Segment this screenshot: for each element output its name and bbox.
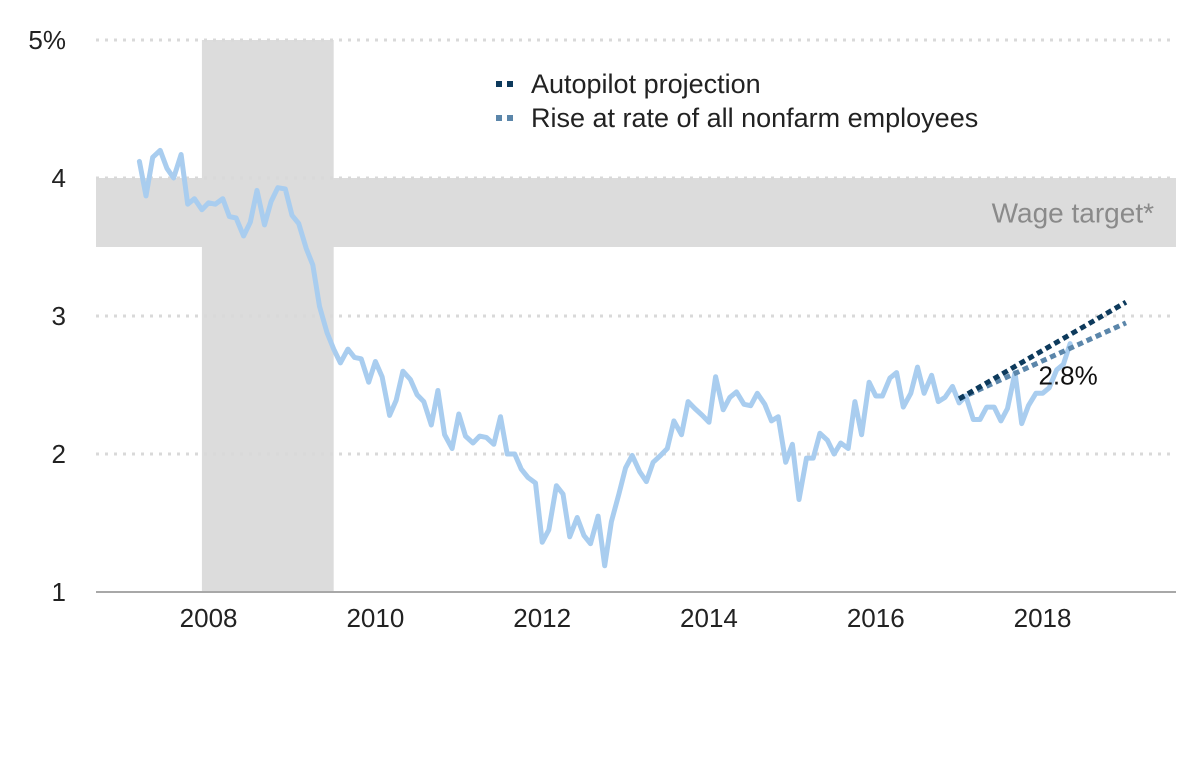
x-tick-label: 2008 <box>180 603 238 633</box>
y-tick-label: 2 <box>52 439 66 469</box>
y-tick-label: 3 <box>52 301 66 331</box>
series-line-nonfarm-rate <box>958 320 1127 402</box>
wage-target-band-label-group: Wage target* <box>992 198 1154 229</box>
x-tick-label: 2010 <box>346 603 404 633</box>
x-tick-label: 2016 <box>847 603 905 633</box>
gridlines <box>96 38 1176 456</box>
y-tick-label: 4 <box>52 163 66 193</box>
legend-label-nonfarm: Rise at rate of all nonfarm employees <box>531 103 978 133</box>
y-tick-label: 5% <box>28 25 66 55</box>
legend: Autopilot projection Rise at rate of all… <box>496 69 978 133</box>
x-tick-label: 2018 <box>1014 603 1072 633</box>
axes: 5% 4 3 2 1 2008 2010 2012 2014 2016 2018 <box>28 25 1176 633</box>
series-layer <box>136 147 1128 569</box>
y-tick-label: 1 <box>52 577 66 607</box>
x-tick-label: 2014 <box>680 603 738 633</box>
x-tick-label: 2012 <box>513 603 571 633</box>
legend-label-autopilot: Autopilot projection <box>531 69 761 99</box>
series-line-autopilot <box>957 300 1128 401</box>
wage-target-label: Wage target* <box>992 198 1154 229</box>
latest-value-label: 2.8% <box>1038 361 1097 391</box>
series-line-actual <box>136 147 1073 569</box>
